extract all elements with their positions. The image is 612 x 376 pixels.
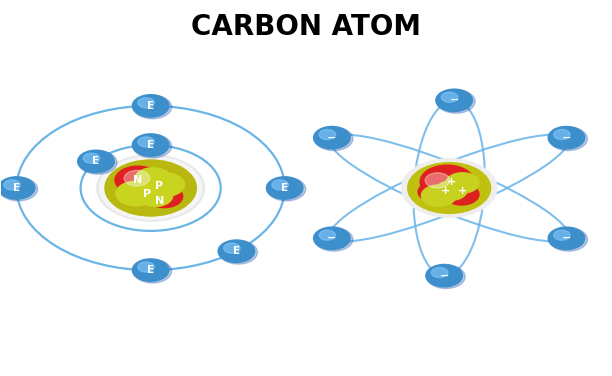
Circle shape [102, 158, 200, 218]
Text: E: E [281, 183, 288, 193]
Circle shape [436, 89, 472, 112]
Circle shape [267, 177, 306, 201]
Circle shape [99, 156, 203, 220]
Circle shape [418, 182, 451, 202]
Circle shape [554, 230, 570, 240]
Circle shape [422, 185, 456, 206]
Circle shape [0, 177, 37, 201]
Circle shape [78, 151, 117, 174]
Text: E: E [147, 140, 154, 150]
Text: P: P [143, 189, 151, 199]
Circle shape [146, 173, 184, 196]
Text: −: − [327, 133, 337, 143]
Circle shape [133, 259, 172, 283]
Circle shape [115, 166, 161, 194]
Circle shape [427, 265, 465, 288]
Text: −: − [449, 96, 459, 105]
Text: −: − [562, 133, 571, 143]
Circle shape [100, 157, 202, 219]
Circle shape [549, 228, 588, 251]
Circle shape [266, 177, 303, 199]
Circle shape [313, 227, 350, 250]
Text: P: P [155, 181, 163, 191]
Circle shape [554, 129, 570, 139]
Text: −: − [439, 271, 449, 280]
Circle shape [138, 262, 154, 272]
Circle shape [138, 185, 173, 206]
Circle shape [132, 174, 165, 194]
Circle shape [132, 134, 169, 156]
Circle shape [133, 135, 172, 158]
Circle shape [97, 155, 204, 221]
Circle shape [83, 153, 100, 163]
Circle shape [548, 126, 584, 149]
Circle shape [92, 152, 209, 224]
Circle shape [138, 137, 154, 147]
Circle shape [132, 259, 169, 281]
Text: N: N [133, 175, 143, 185]
Circle shape [315, 228, 353, 251]
Circle shape [431, 267, 448, 277]
Circle shape [78, 150, 114, 173]
Circle shape [219, 241, 258, 264]
Circle shape [319, 230, 335, 240]
Circle shape [319, 129, 335, 139]
Circle shape [548, 227, 584, 250]
Circle shape [124, 170, 150, 186]
Text: −: − [327, 233, 337, 243]
Circle shape [401, 159, 497, 217]
Text: CARBON ATOM: CARBON ATOM [191, 12, 421, 41]
Circle shape [272, 180, 288, 190]
Text: +: + [441, 185, 450, 196]
Circle shape [441, 92, 458, 102]
Circle shape [425, 173, 450, 188]
Circle shape [223, 243, 240, 253]
Circle shape [426, 264, 463, 287]
Circle shape [131, 177, 175, 204]
Text: −: − [562, 233, 571, 243]
Text: N: N [155, 196, 165, 206]
Circle shape [135, 168, 171, 190]
Text: E: E [147, 265, 154, 275]
Circle shape [446, 173, 479, 193]
Circle shape [549, 127, 588, 150]
Circle shape [444, 184, 479, 205]
Text: E: E [13, 183, 20, 193]
Circle shape [436, 181, 467, 200]
Circle shape [95, 154, 206, 222]
Circle shape [105, 160, 196, 216]
Circle shape [116, 181, 156, 206]
Circle shape [408, 163, 491, 213]
Circle shape [132, 95, 169, 117]
Circle shape [4, 180, 20, 190]
Text: +: + [447, 177, 456, 186]
Circle shape [133, 95, 172, 119]
Text: E: E [147, 101, 154, 111]
Circle shape [0, 177, 35, 199]
Text: +: + [458, 185, 467, 196]
Circle shape [437, 90, 475, 113]
Circle shape [146, 185, 182, 208]
Circle shape [138, 98, 154, 108]
Circle shape [420, 165, 474, 198]
Circle shape [313, 126, 350, 149]
Text: E: E [92, 156, 100, 167]
Circle shape [218, 240, 255, 262]
Text: E: E [233, 246, 240, 256]
Circle shape [315, 127, 353, 150]
